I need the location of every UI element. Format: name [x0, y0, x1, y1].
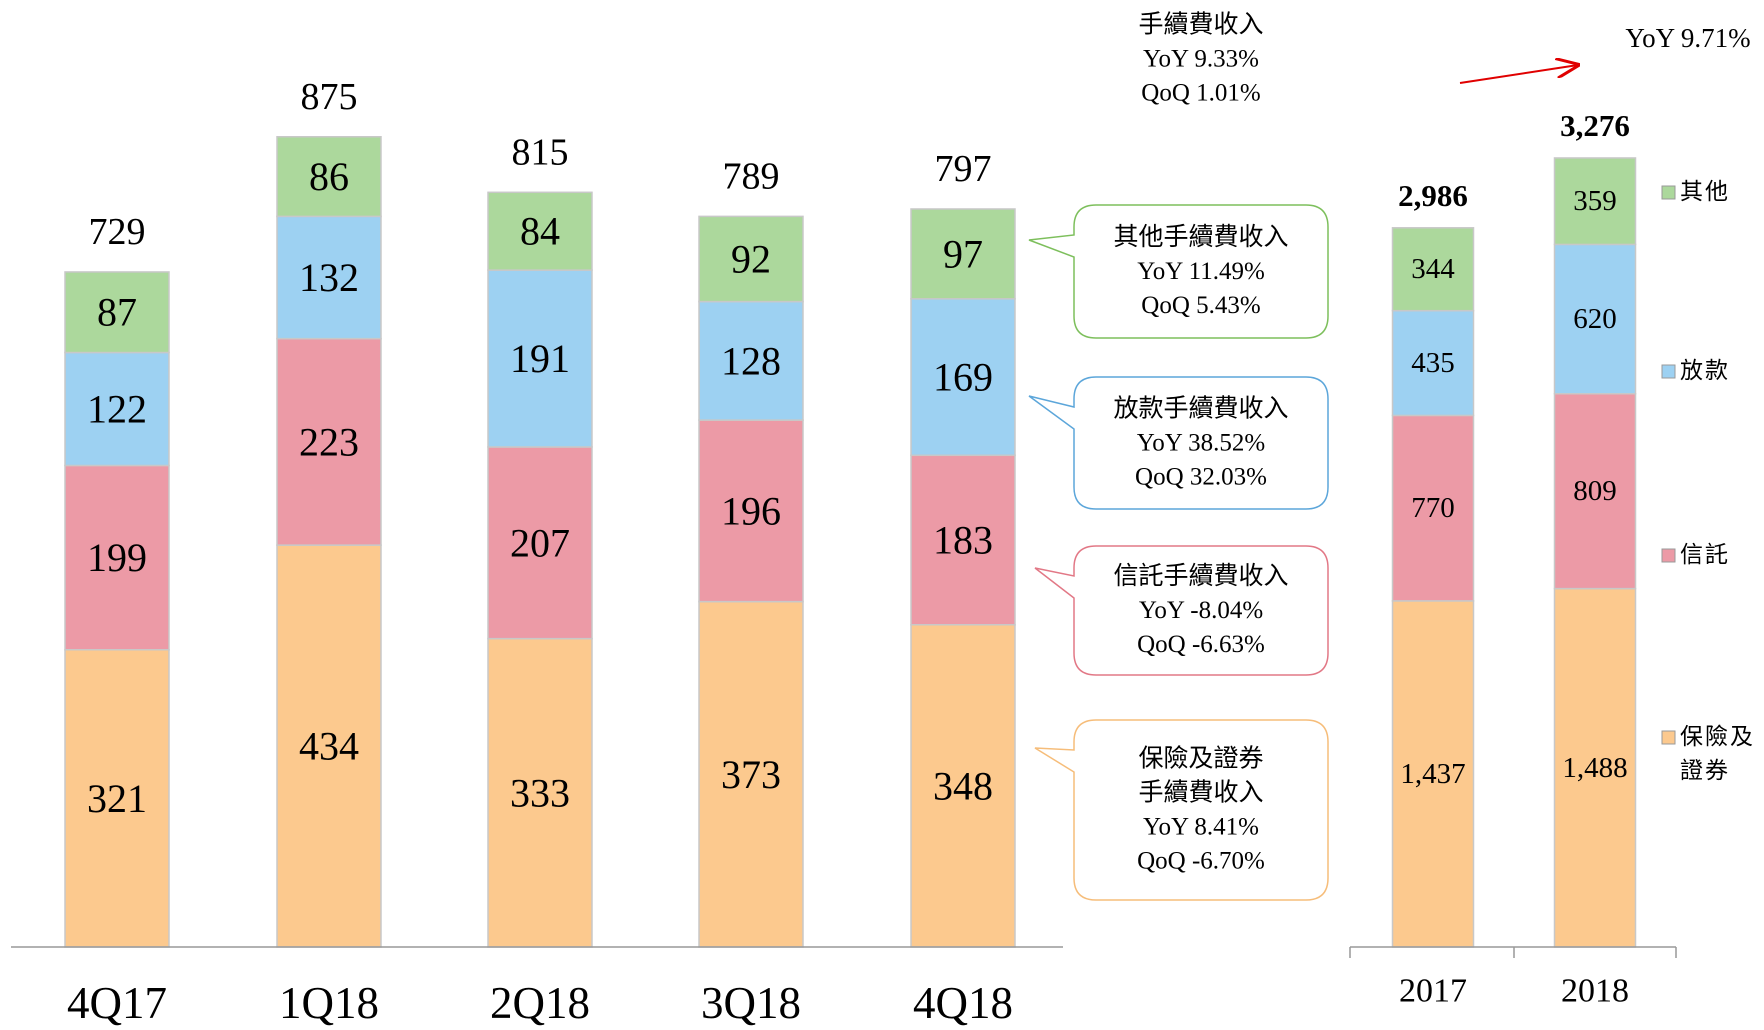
callout-text: YoY -8.04% — [1139, 597, 1263, 624]
bar-segment — [487, 269, 593, 448]
callout-text: QoQ -6.63% — [1137, 631, 1265, 658]
bar-segment — [1391, 309, 1475, 417]
total-label: 3,276 — [1560, 108, 1630, 143]
segment-label: 434 — [299, 724, 359, 769]
callout-text: QoQ 32.03% — [1135, 464, 1267, 491]
bar-segment — [64, 271, 170, 354]
segment-label: 84 — [520, 209, 560, 254]
legend-swatch — [1661, 185, 1676, 200]
bar-segment — [910, 624, 1016, 948]
x-tick-label: 4Q18 — [913, 978, 1013, 1028]
bar-segment — [1391, 227, 1475, 312]
callout-text: YoY 38.52% — [1137, 430, 1266, 457]
segment-label: 97 — [943, 231, 983, 276]
callout-text: YoY 11.49% — [1137, 258, 1265, 285]
bar-segment — [487, 191, 593, 271]
legend-label: 其他 — [1680, 179, 1730, 204]
segment-label: 122 — [87, 386, 147, 431]
x-tick-label: 3Q18 — [701, 978, 801, 1028]
segment-label: 435 — [1411, 347, 1455, 379]
callout-box — [1034, 545, 1329, 676]
segment-label: 348 — [933, 763, 993, 808]
segment-label: 1,488 — [1562, 752, 1627, 784]
bar-segment — [910, 454, 1016, 626]
callout-box — [1028, 204, 1329, 339]
legend-swatch — [1661, 730, 1676, 745]
bar-segment — [698, 215, 804, 303]
annotation: YoY 9.71% — [1625, 23, 1750, 53]
bar-segment — [1391, 414, 1475, 602]
x-tick-label: 2Q18 — [490, 978, 590, 1028]
bar-segment — [1553, 587, 1637, 948]
bar-segment — [1553, 393, 1637, 590]
legend-swatch — [1661, 548, 1676, 563]
callout-text: 放款手續費收入 — [1113, 395, 1288, 423]
segment-label: 770 — [1411, 492, 1455, 524]
segment-label: 199 — [87, 535, 147, 580]
bar-segment — [276, 544, 382, 948]
callout-text: 其他手續費收入 — [1113, 223, 1288, 251]
bar-segment — [910, 298, 1016, 457]
segment-label: 87 — [97, 290, 137, 335]
bar-segment — [698, 300, 804, 421]
segment-label: 86 — [309, 154, 349, 199]
bar-segment — [276, 215, 382, 340]
segment-label: 1,437 — [1400, 758, 1465, 790]
bar-segment — [64, 649, 170, 948]
segment-label: 92 — [731, 236, 771, 281]
segment-label: 223 — [299, 419, 359, 464]
segment-label: 321 — [87, 776, 147, 821]
x-tick-label: 1Q18 — [279, 978, 379, 1028]
legend-label: 保險及證券 — [1680, 724, 1755, 783]
annotation: QoQ 1.01% — [1141, 80, 1260, 107]
annotation: 手續費收入 — [1138, 11, 1263, 39]
legend-label: 放款 — [1680, 358, 1730, 383]
segment-label: 132 — [299, 255, 359, 300]
segment-label: 169 — [933, 355, 993, 400]
bar-segment — [910, 208, 1016, 300]
callout-text: QoQ -6.70% — [1137, 848, 1265, 875]
legend-swatch — [1661, 364, 1676, 379]
arrow — [1459, 65, 1578, 84]
bar-segment — [276, 337, 382, 546]
segment-label: 207 — [510, 520, 570, 565]
callout-text: 手續費收入 — [1138, 779, 1263, 807]
segment-label: 333 — [510, 770, 570, 815]
segment-label: 809 — [1573, 475, 1617, 507]
segment-label: 183 — [933, 518, 993, 563]
bar-segment — [64, 464, 170, 651]
annotation: YoY 9.33% — [1143, 46, 1259, 73]
callout-text: 保險及證券 — [1138, 745, 1263, 773]
x-tick-label: 2018 — [1561, 973, 1629, 1010]
bar-segment — [1553, 157, 1637, 246]
total-label: 815 — [512, 131, 569, 173]
segment-label: 196 — [721, 488, 781, 533]
total-label: 789 — [723, 155, 780, 197]
callout-box — [1034, 719, 1329, 901]
callout-text: QoQ 5.43% — [1141, 292, 1260, 319]
bar-segment — [487, 446, 593, 640]
segment-label: 620 — [1573, 303, 1617, 335]
segment-label: 373 — [721, 752, 781, 797]
total-label: 2,986 — [1398, 178, 1468, 213]
segment-label: 191 — [510, 336, 570, 381]
x-tick-label: 2017 — [1399, 973, 1467, 1010]
callout-text: YoY 8.41% — [1143, 814, 1259, 841]
bar-segment — [276, 136, 382, 218]
bar-segment — [698, 600, 804, 948]
callout-text: 信託手續費收入 — [1113, 562, 1288, 590]
total-label: 875 — [301, 76, 358, 118]
segment-label: 359 — [1573, 185, 1617, 217]
legend-label: 信託 — [1680, 542, 1730, 567]
callout-box — [1028, 376, 1329, 510]
total-label: 729 — [89, 211, 146, 253]
total-label: 797 — [935, 148, 992, 190]
segment-label: 344 — [1411, 253, 1455, 285]
segment-label: 128 — [721, 338, 781, 383]
bar-segment — [1553, 243, 1637, 395]
x-tick-label: 4Q17 — [67, 978, 167, 1028]
